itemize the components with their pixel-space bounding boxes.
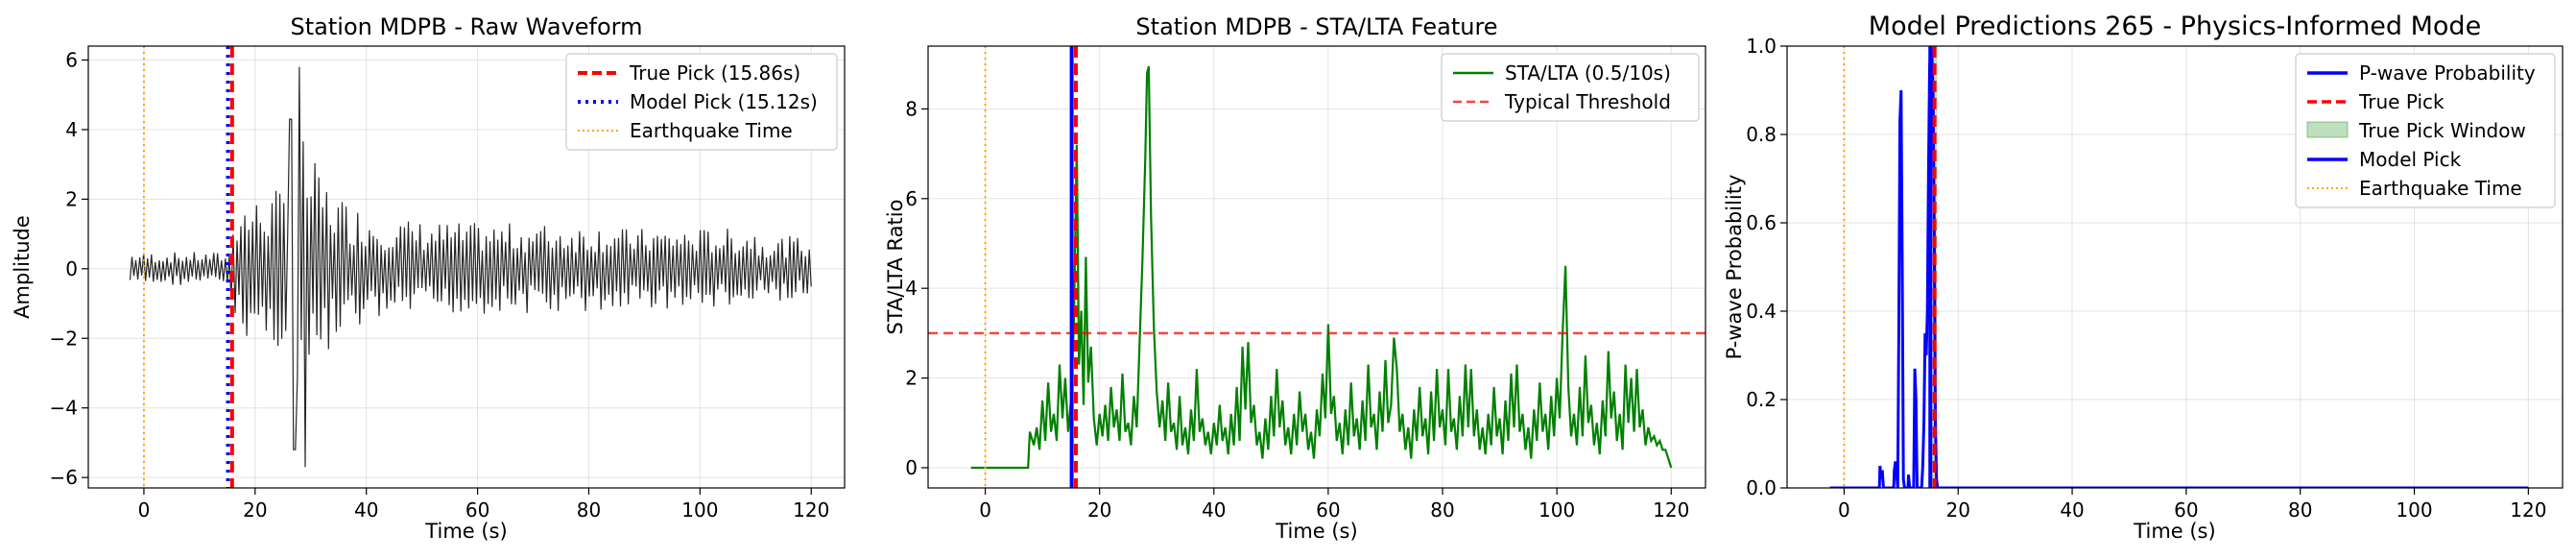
x-tick-label: 40 bbox=[2060, 498, 2084, 522]
x-tick-label: 60 bbox=[2174, 498, 2198, 522]
x-tick-label: 100 bbox=[1538, 498, 1575, 522]
waveform-panel: 0 20 40 60 80 100 120 −6 −4 −2 0 2 4 6 Station MDPB -… bbox=[11, 13, 846, 543]
y-tick-label: 1.0 bbox=[1746, 35, 1777, 58]
legend-pwave-label: P-wave Probability bbox=[2359, 61, 2536, 85]
y-tick-label: −6 bbox=[50, 466, 78, 489]
stalta-ticks: 0 20 40 60 80 100 120 0 2 4 6 8 bbox=[905, 97, 1689, 522]
stalta-xlabel: Time (s) bbox=[1275, 520, 1357, 543]
x-tick-label: 40 bbox=[1202, 498, 1226, 522]
stalta-legend-box bbox=[1441, 53, 1700, 122]
y-tick-label: 0.8 bbox=[1746, 123, 1777, 146]
y-tick-label: −4 bbox=[50, 397, 78, 420]
legend-modelpick-label: Model Pick bbox=[2359, 148, 2462, 171]
x-tick-label: 20 bbox=[1946, 498, 1970, 522]
stalta-ylabel: STA/LTA Ratio bbox=[884, 200, 907, 335]
y-tick-label: 2 bbox=[65, 187, 78, 210]
legend-model-pick-label: Model Pick (15.12s) bbox=[630, 90, 818, 113]
x-tick-label: 100 bbox=[2396, 498, 2432, 522]
stalta-legend: STA/LTA (0.5/10s) Typical Threshold bbox=[1441, 53, 1700, 122]
waveform-xlabel: Time (s) bbox=[424, 520, 507, 543]
legend-quake-time-label: Earthquake Time bbox=[630, 119, 793, 142]
stalta-grid bbox=[928, 46, 1705, 488]
prediction-xlabel: Time (s) bbox=[2133, 520, 2215, 543]
x-tick-label: 0 bbox=[138, 498, 151, 522]
x-tick-label: 80 bbox=[1430, 498, 1454, 522]
y-tick-label: 2 bbox=[905, 367, 918, 390]
legend-true-pick-label: True Pick (15.86s) bbox=[629, 61, 800, 85]
prediction-panel: 0 20 40 60 80 100 120 0.0 0.2 0.4 0.6 0.8 1.0 Model … bbox=[1723, 12, 2564, 543]
waveform-plot-area bbox=[129, 46, 812, 488]
y-tick-label: 0 bbox=[905, 456, 918, 479]
y-tick-label: 0.4 bbox=[1746, 300, 1777, 323]
y-tick-label: −2 bbox=[50, 327, 78, 350]
x-tick-label: 60 bbox=[1316, 498, 1340, 522]
waveform-legend-box bbox=[565, 53, 838, 151]
stalta-plot-area bbox=[928, 46, 1705, 488]
legend-window-label: True Pick Window bbox=[2358, 119, 2526, 142]
x-tick-label: 80 bbox=[2288, 498, 2312, 522]
waveform-ticks: 0 20 40 60 80 100 120 −6 −4 −2 0 2 4 6 bbox=[50, 48, 830, 522]
y-tick-label: 0.0 bbox=[1746, 476, 1777, 499]
prediction-title: Model Predictions 265 - Physics-Informed… bbox=[1869, 12, 2481, 41]
x-tick-label: 0 bbox=[1838, 498, 1850, 522]
y-tick-label: 6 bbox=[905, 187, 918, 210]
legend-window-swatch bbox=[2306, 121, 2349, 138]
y-tick-label: 0 bbox=[65, 257, 78, 280]
waveform-title: Station MDPB - Raw Waveform bbox=[291, 13, 643, 40]
x-tick-label: 20 bbox=[243, 498, 267, 522]
legend-threshold-label: Typical Threshold bbox=[1504, 90, 1671, 113]
prediction-plot-area bbox=[1829, 46, 2529, 488]
x-tick-label: 80 bbox=[577, 498, 601, 522]
y-tick-label: 8 bbox=[905, 97, 918, 120]
waveform-line bbox=[129, 66, 812, 468]
y-tick-label: 4 bbox=[905, 277, 918, 300]
prediction-legend-box bbox=[2295, 53, 2556, 208]
legend-stalta-label: STA/LTA (0.5/10s) bbox=[1505, 61, 1671, 85]
prediction-ticks: 0 20 40 60 80 100 120 0.0 0.2 0.4 0.6 0.8 1.0 bbox=[1746, 35, 2546, 522]
x-tick-label: 0 bbox=[979, 498, 991, 522]
x-tick-label: 20 bbox=[1087, 498, 1111, 522]
prediction-legend: P-wave Probability True Pick True Pick W… bbox=[2295, 53, 2556, 208]
waveform-ylabel: Amplitude bbox=[11, 215, 34, 319]
y-tick-label: 0.6 bbox=[1746, 211, 1777, 234]
legend-quake-label: Earthquake Time bbox=[2359, 177, 2522, 200]
y-tick-label: 4 bbox=[65, 118, 78, 141]
x-tick-label: 120 bbox=[2510, 498, 2546, 522]
waveform-axes-frame bbox=[87, 45, 846, 489]
stalta-axes-frame bbox=[927, 45, 1706, 489]
x-tick-label: 100 bbox=[681, 498, 718, 522]
prediction-ylabel: P-wave Probability bbox=[1723, 175, 1746, 360]
legend-truepick-label: True Pick bbox=[2358, 90, 2445, 113]
x-tick-label: 120 bbox=[793, 498, 829, 522]
prediction-axes-frame bbox=[1786, 45, 2564, 489]
x-tick-label: 60 bbox=[465, 498, 489, 522]
stalta-panel: 0 20 40 60 80 100 120 0 2 4 6 8 Station MDPB - STA/… bbox=[884, 13, 1706, 543]
x-tick-label: 120 bbox=[1653, 498, 1689, 522]
waveform-legend: True Pick (15.86s) Model Pick (15.12s) E… bbox=[565, 53, 838, 151]
stalta-title: Station MDPB - STA/LTA Feature bbox=[1135, 13, 1497, 40]
y-tick-label: 0.2 bbox=[1746, 388, 1777, 411]
y-tick-label: 6 bbox=[65, 48, 78, 71]
x-tick-label: 40 bbox=[354, 498, 378, 522]
